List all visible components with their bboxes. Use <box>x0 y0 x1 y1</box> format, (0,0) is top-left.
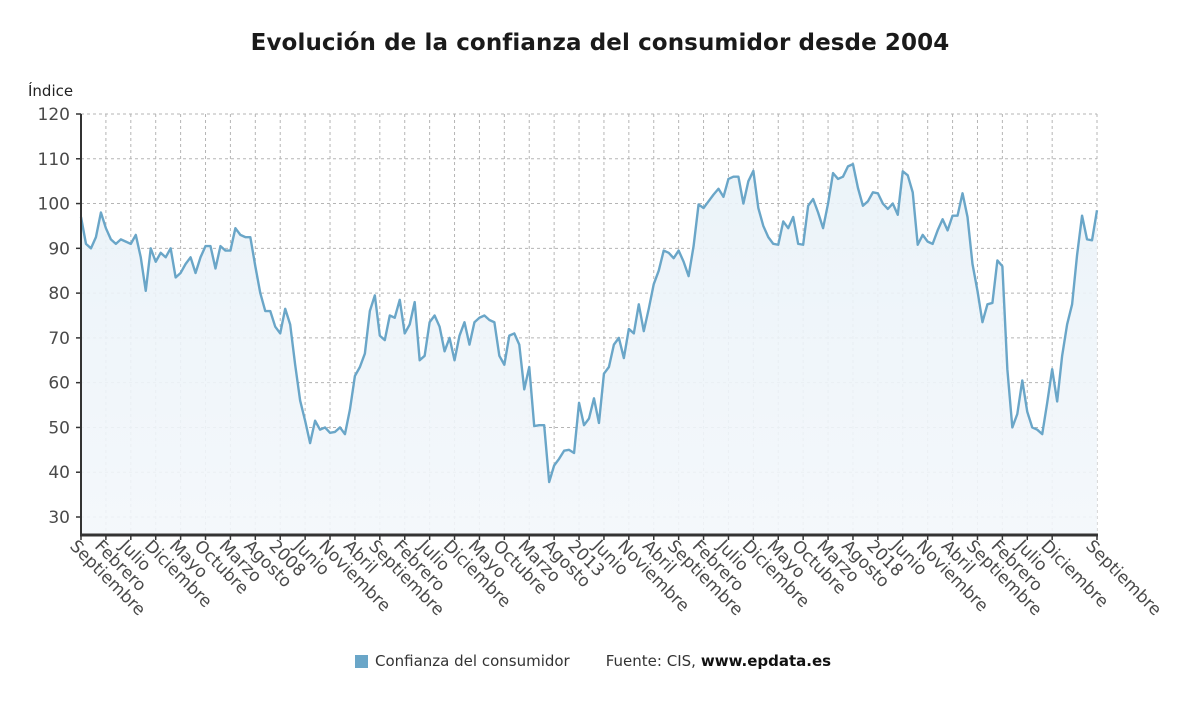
series-line <box>79 162 1099 484</box>
x-axis-ticks: SeptiembreFebreroJulioDiciembreMayoOctub… <box>65 535 1165 620</box>
y-tick-label: 90 <box>48 239 70 259</box>
y-tick-label: 60 <box>48 374 70 394</box>
y-tick-label: 40 <box>48 463 70 483</box>
y-tick-label: 100 <box>38 195 70 215</box>
legend-label: Confianza del consumidor <box>375 652 570 670</box>
y-tick-label: 80 <box>48 284 70 304</box>
y-tick-label: 110 <box>38 150 70 170</box>
legend: Confianza del consumidor Fuente: CIS, ww… <box>355 652 831 670</box>
y-tick-label: 120 <box>38 105 70 125</box>
y-tick-label: 30 <box>48 508 70 528</box>
y-tick-label: 50 <box>48 418 70 438</box>
legend-swatch <box>355 654 368 668</box>
chart-title: Evolución de la confianza del consumidor… <box>250 30 950 56</box>
y-axis-label: Índice <box>28 82 74 100</box>
source-link[interactable]: www.epdata.es <box>700 652 832 670</box>
source-label: Fuente: CIS, <box>605 652 696 670</box>
series-area <box>81 164 1097 535</box>
y-axis-ticks: 30 40 50 60 70 80 90 100 110 120 <box>38 105 81 528</box>
y-tick-label: 70 <box>48 329 70 349</box>
